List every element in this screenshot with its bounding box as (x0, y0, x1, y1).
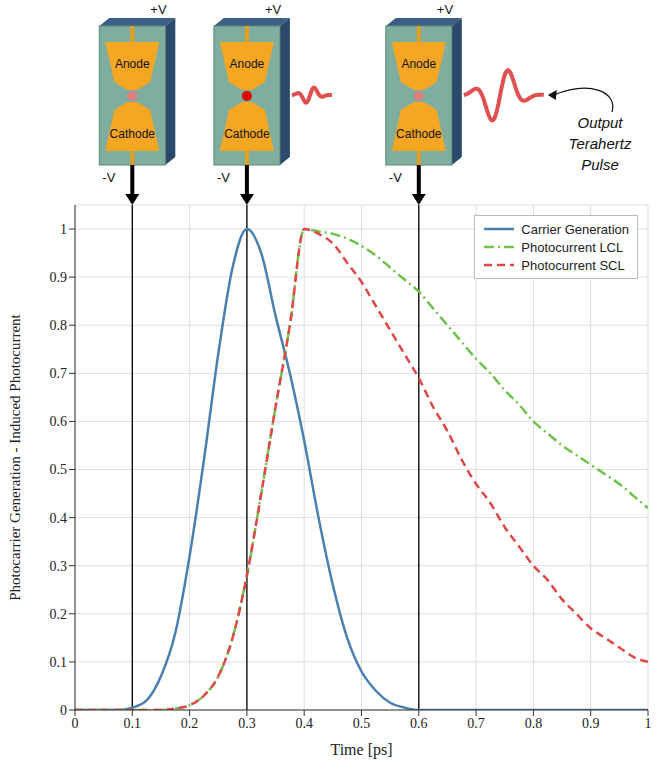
svg-text:1: 1 (645, 716, 652, 731)
svg-text:0.9: 0.9 (582, 716, 600, 731)
svg-text:0.5: 0.5 (353, 716, 371, 731)
svg-text:Cathode: Cathode (110, 127, 156, 141)
svg-text:Anode: Anode (230, 57, 265, 71)
svg-text:Photocarrier Generation - Indu: Photocarrier Generation - Induced Photoc… (7, 313, 23, 600)
html-text:Photocurrent LCL: Photocurrent LCL (521, 239, 624, 255)
svg-text:0.2: 0.2 (50, 607, 68, 622)
svg-text:0.7: 0.7 (50, 366, 68, 381)
svg-text:0.4: 0.4 (295, 716, 313, 731)
svg-text:0: 0 (72, 716, 79, 731)
svg-text:0.8: 0.8 (525, 716, 543, 731)
svg-text:0.7: 0.7 (467, 716, 485, 731)
svg-text:Time [ps]: Time [ps] (330, 741, 392, 759)
svg-text:-V: -V (217, 170, 230, 185)
svg-text:+V: +V (265, 2, 282, 17)
svg-text:0.5: 0.5 (50, 462, 68, 477)
svg-text:Anode: Anode (115, 57, 150, 71)
svg-text:0.1: 0.1 (124, 716, 142, 731)
svg-text:0.6: 0.6 (50, 414, 68, 429)
svg-text:0.3: 0.3 (238, 716, 256, 731)
svg-text:-V: -V (102, 170, 115, 185)
svg-text:0.1: 0.1 (50, 655, 68, 670)
html-text:Photocurrent SCL: Photocurrent SCL (521, 257, 625, 273)
svg-text:Output: Output (577, 114, 623, 131)
svg-text:0.8: 0.8 (50, 318, 68, 333)
svg-text:1: 1 (60, 222, 67, 237)
svg-text:Terahertz: Terahertz (569, 135, 632, 152)
svg-text:Cathode: Cathode (224, 127, 270, 141)
svg-text:+V: +V (150, 2, 167, 17)
svg-text:Cathode: Cathode (396, 127, 442, 141)
svg-text:0.3: 0.3 (50, 559, 68, 574)
svg-text:-V: -V (389, 170, 402, 185)
svg-text:Anode: Anode (401, 57, 436, 71)
svg-text:+V: +V (437, 2, 454, 17)
html-text:Carrier Generation: Carrier Generation (521, 221, 629, 237)
svg-text:0.4: 0.4 (50, 511, 68, 526)
svg-text:0.9: 0.9 (50, 270, 68, 285)
svg-text:Pulse: Pulse (581, 156, 619, 173)
svg-text:0: 0 (60, 703, 67, 718)
svg-text:0.6: 0.6 (410, 716, 428, 731)
svg-text:0.2: 0.2 (181, 716, 199, 731)
